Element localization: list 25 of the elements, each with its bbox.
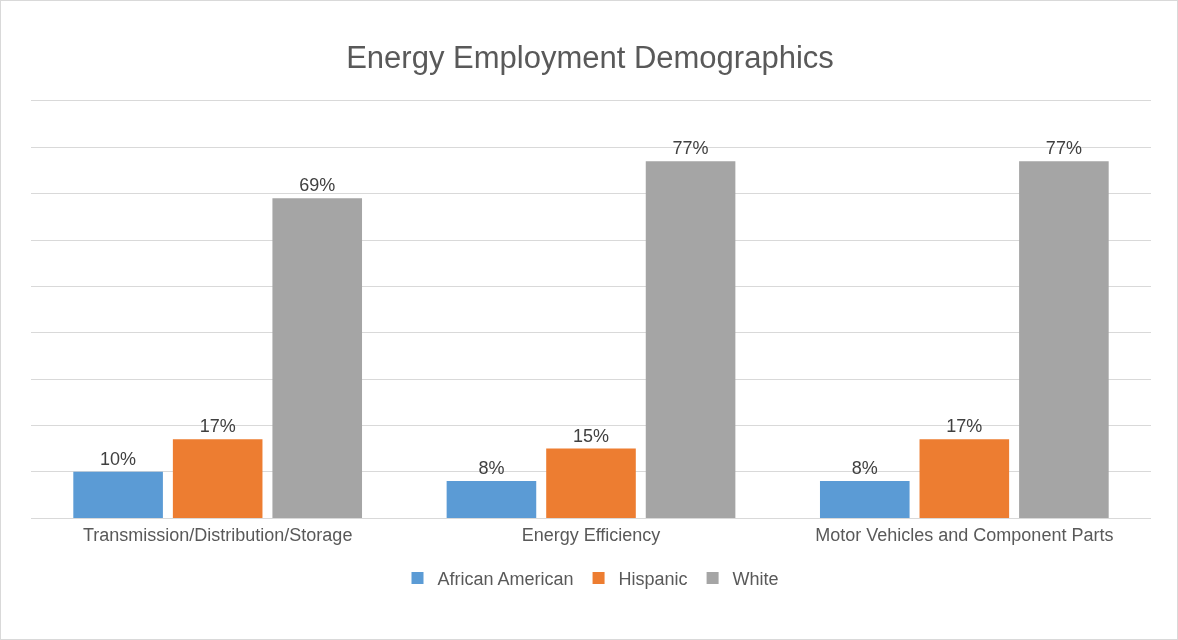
bar — [446, 480, 537, 518]
bar — [172, 439, 263, 518]
x-tick-label: Energy Efficiency — [521, 524, 661, 545]
data-label: 17% — [199, 416, 236, 437]
bar — [272, 198, 363, 518]
data-label: 10% — [100, 448, 137, 469]
x-tick-label: Transmission/Distribution/Storage — [82, 524, 353, 545]
bar — [645, 161, 736, 518]
data-label: 77% — [672, 138, 709, 159]
bar — [819, 480, 910, 518]
data-label: 69% — [299, 175, 336, 196]
legend-label: Hispanic — [618, 568, 688, 589]
legend-label: White — [732, 568, 779, 589]
bar — [919, 439, 1010, 518]
x-tick-label: Motor Vehicles and Component Parts — [815, 524, 1114, 545]
chart-title: Energy Employment Demographics — [346, 39, 834, 75]
data-label: 77% — [1045, 138, 1082, 159]
bar — [73, 471, 163, 518]
data-label: 15% — [572, 425, 610, 446]
data-label: 8% — [478, 457, 505, 478]
bar — [546, 448, 636, 518]
data-label: 8% — [851, 457, 878, 478]
data-label: 17% — [946, 416, 983, 437]
bar — [1019, 161, 1109, 518]
legend-label: African American — [437, 568, 574, 589]
